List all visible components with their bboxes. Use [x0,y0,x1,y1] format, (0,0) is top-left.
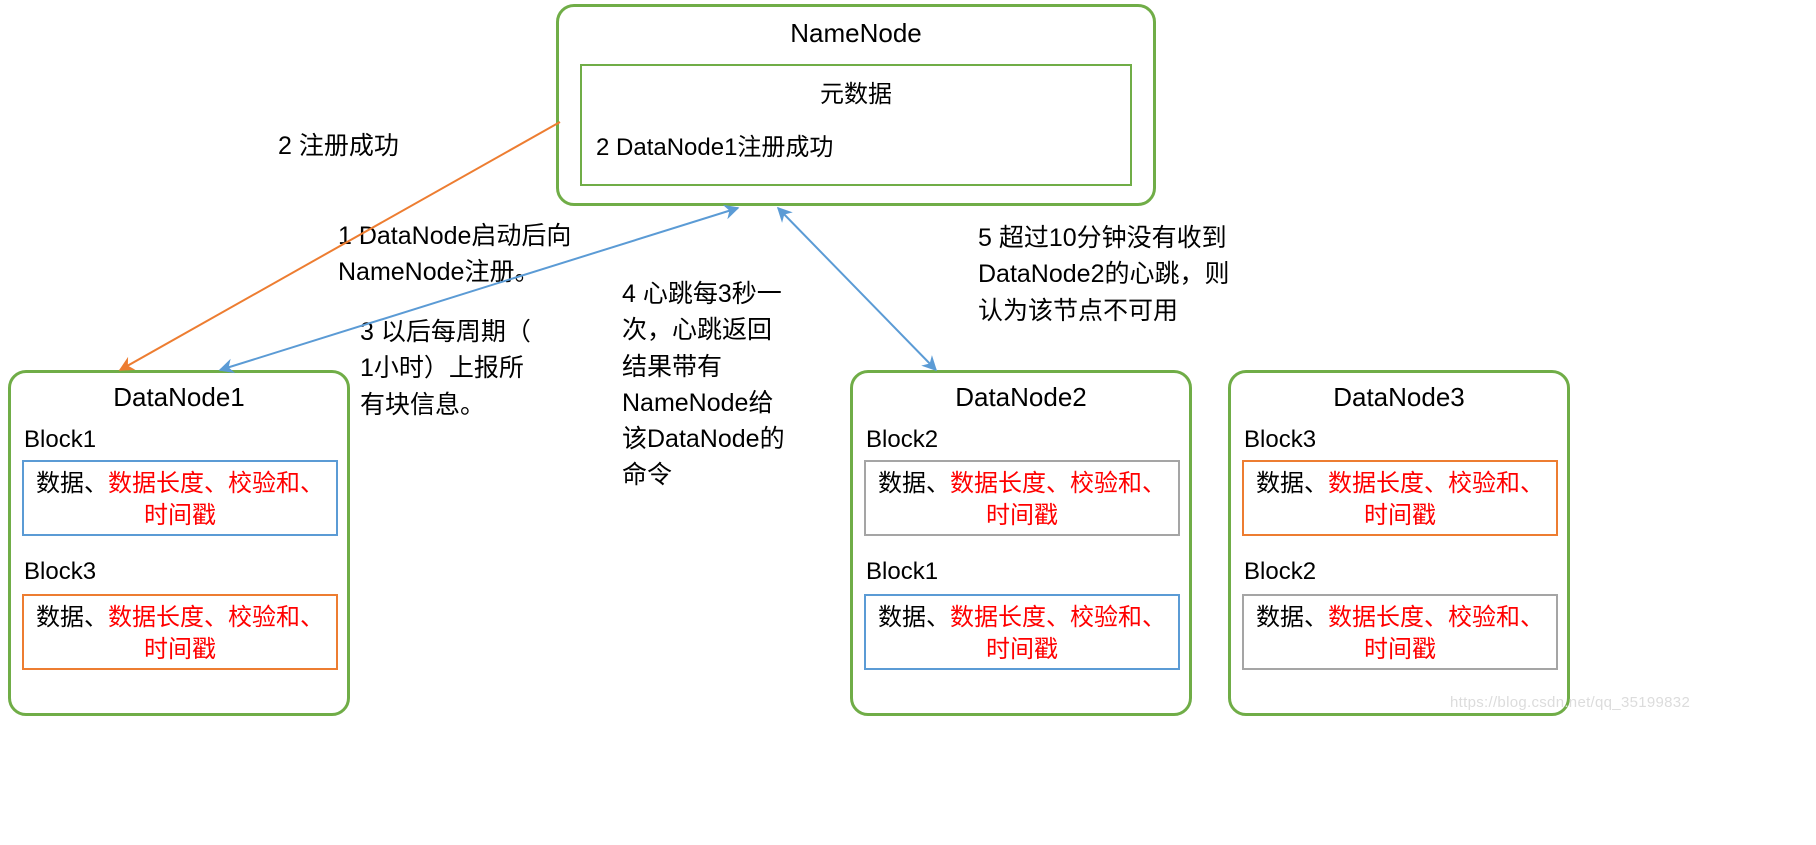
block-box: 数据、数据长度、校验和、时间戳 [1242,594,1558,670]
block-box: 数据、数据长度、校验和、时间戳 [864,460,1180,536]
annot-1: 1 DataNode启动后向NameNode注册。 [338,218,658,291]
datanode-title: DataNode3 [1228,376,1570,413]
annotation-line: NameNode给 [622,385,852,421]
block-label: Block3 [24,558,96,586]
block-text-prefix: 数据、 [1256,470,1328,497]
metadata-line: 2 DataNode1注册成功 [582,123,1130,166]
block-text-red: 数据长度、校验和、时间戳 [108,470,324,529]
annotation-line: 4 心跳每3秒一 [622,276,852,312]
annot-3: 3 以后每周期（1小时）上报所有块信息。 [360,314,620,423]
annotation-line: 5 超过10分钟没有收到 [978,220,1298,256]
block-text-red: 数据长度、校验和、时间戳 [108,604,324,663]
block-text-red: 数据长度、校验和、时间戳 [950,470,1166,529]
datanode-title: DataNode2 [850,376,1192,413]
block-box: 数据、数据长度、校验和、时间戳 [22,594,338,670]
annot-4: 4 心跳每3秒一次，心跳返回结果带有NameNode给该DataNode的命令 [622,276,852,494]
block-text-prefix: 数据、 [878,470,950,497]
annotation-line: 1小时）上报所 [360,350,620,386]
metadata-box: 元数据 2 DataNode1注册成功 [580,64,1132,186]
annotation-line: 认为该节点不可用 [978,293,1298,329]
block-label: Block1 [24,426,96,454]
annotation-line: 1 DataNode启动后向 [338,218,658,254]
watermark: https://blog.csdn.net/qq_35199832 [1450,694,1690,711]
block-text-prefix: 数据、 [1256,604,1328,631]
block-label: Block2 [1244,558,1316,586]
block-label: Block1 [866,558,938,586]
datanode-title: DataNode1 [8,376,350,413]
annotation-line: 结果带有 [622,349,852,385]
annotation-line: 2 注册成功 [278,128,518,164]
namenode-title: NameNode [556,12,1156,49]
block-box: 数据、数据长度、校验和、时间戳 [22,460,338,536]
block-box: 数据、数据长度、校验和、时间戳 [1242,460,1558,536]
annot-5: 5 超过10分钟没有收到DataNode2的心跳，则认为该节点不可用 [978,220,1298,329]
annotation-line: DataNode2的心跳，则 [978,256,1298,292]
block-label: Block2 [866,426,938,454]
block-text-prefix: 数据、 [36,470,108,497]
annot-2: 2 注册成功 [278,128,518,164]
annotation-line: 有块信息。 [360,387,620,423]
annotation-line: NameNode注册。 [338,254,658,290]
annotation-line: 次，心跳返回 [622,312,852,348]
annotation-line: 命令 [622,457,852,493]
block-text-red: 数据长度、校验和、时间戳 [1328,604,1544,663]
block-label: Block3 [1244,426,1316,454]
block-text-prefix: 数据、 [36,604,108,631]
metadata-title: 元数据 [582,66,1130,123]
block-box: 数据、数据长度、校验和、时间戳 [864,594,1180,670]
annotation-line: 3 以后每周期（ [360,314,620,350]
block-text-red: 数据长度、校验和、时间戳 [950,604,1166,663]
block-text-prefix: 数据、 [878,604,950,631]
block-text-red: 数据长度、校验和、时间戳 [1328,470,1544,529]
annotation-line: 该DataNode的 [622,421,852,457]
